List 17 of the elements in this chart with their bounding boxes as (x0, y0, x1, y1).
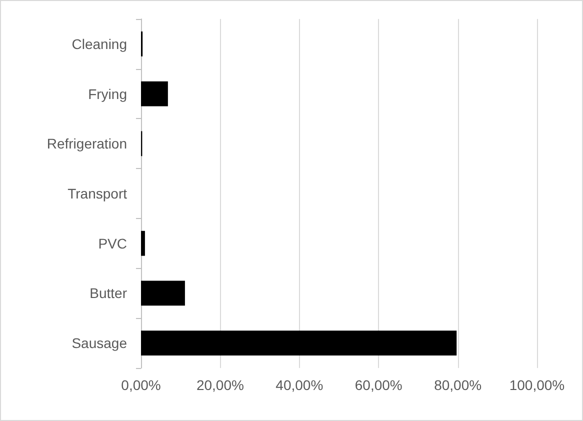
y-tick-label: Sausage (72, 335, 128, 352)
y-tick-label: Transport (68, 186, 128, 202)
x-tick-label: 60,00% (354, 377, 402, 393)
y-tick-label: Butter (90, 285, 128, 302)
y-tick-label: Frying (88, 86, 127, 102)
bar (141, 330, 457, 356)
bar (141, 280, 185, 306)
x-tick-label: 0,00% (121, 377, 161, 393)
x-tick-label: 40,00% (276, 377, 324, 393)
bar (141, 230, 145, 256)
x-tick-label: 80,00% (434, 377, 482, 393)
y-tick-label: Refrigeration (46, 136, 127, 152)
y-tick-label: PVC (98, 235, 127, 252)
x-tick-label: 20,00% (196, 377, 244, 393)
bar (141, 81, 168, 106)
y-tick-label: Cleaning (72, 36, 127, 52)
x-tick-label: 100,00% (509, 377, 565, 393)
